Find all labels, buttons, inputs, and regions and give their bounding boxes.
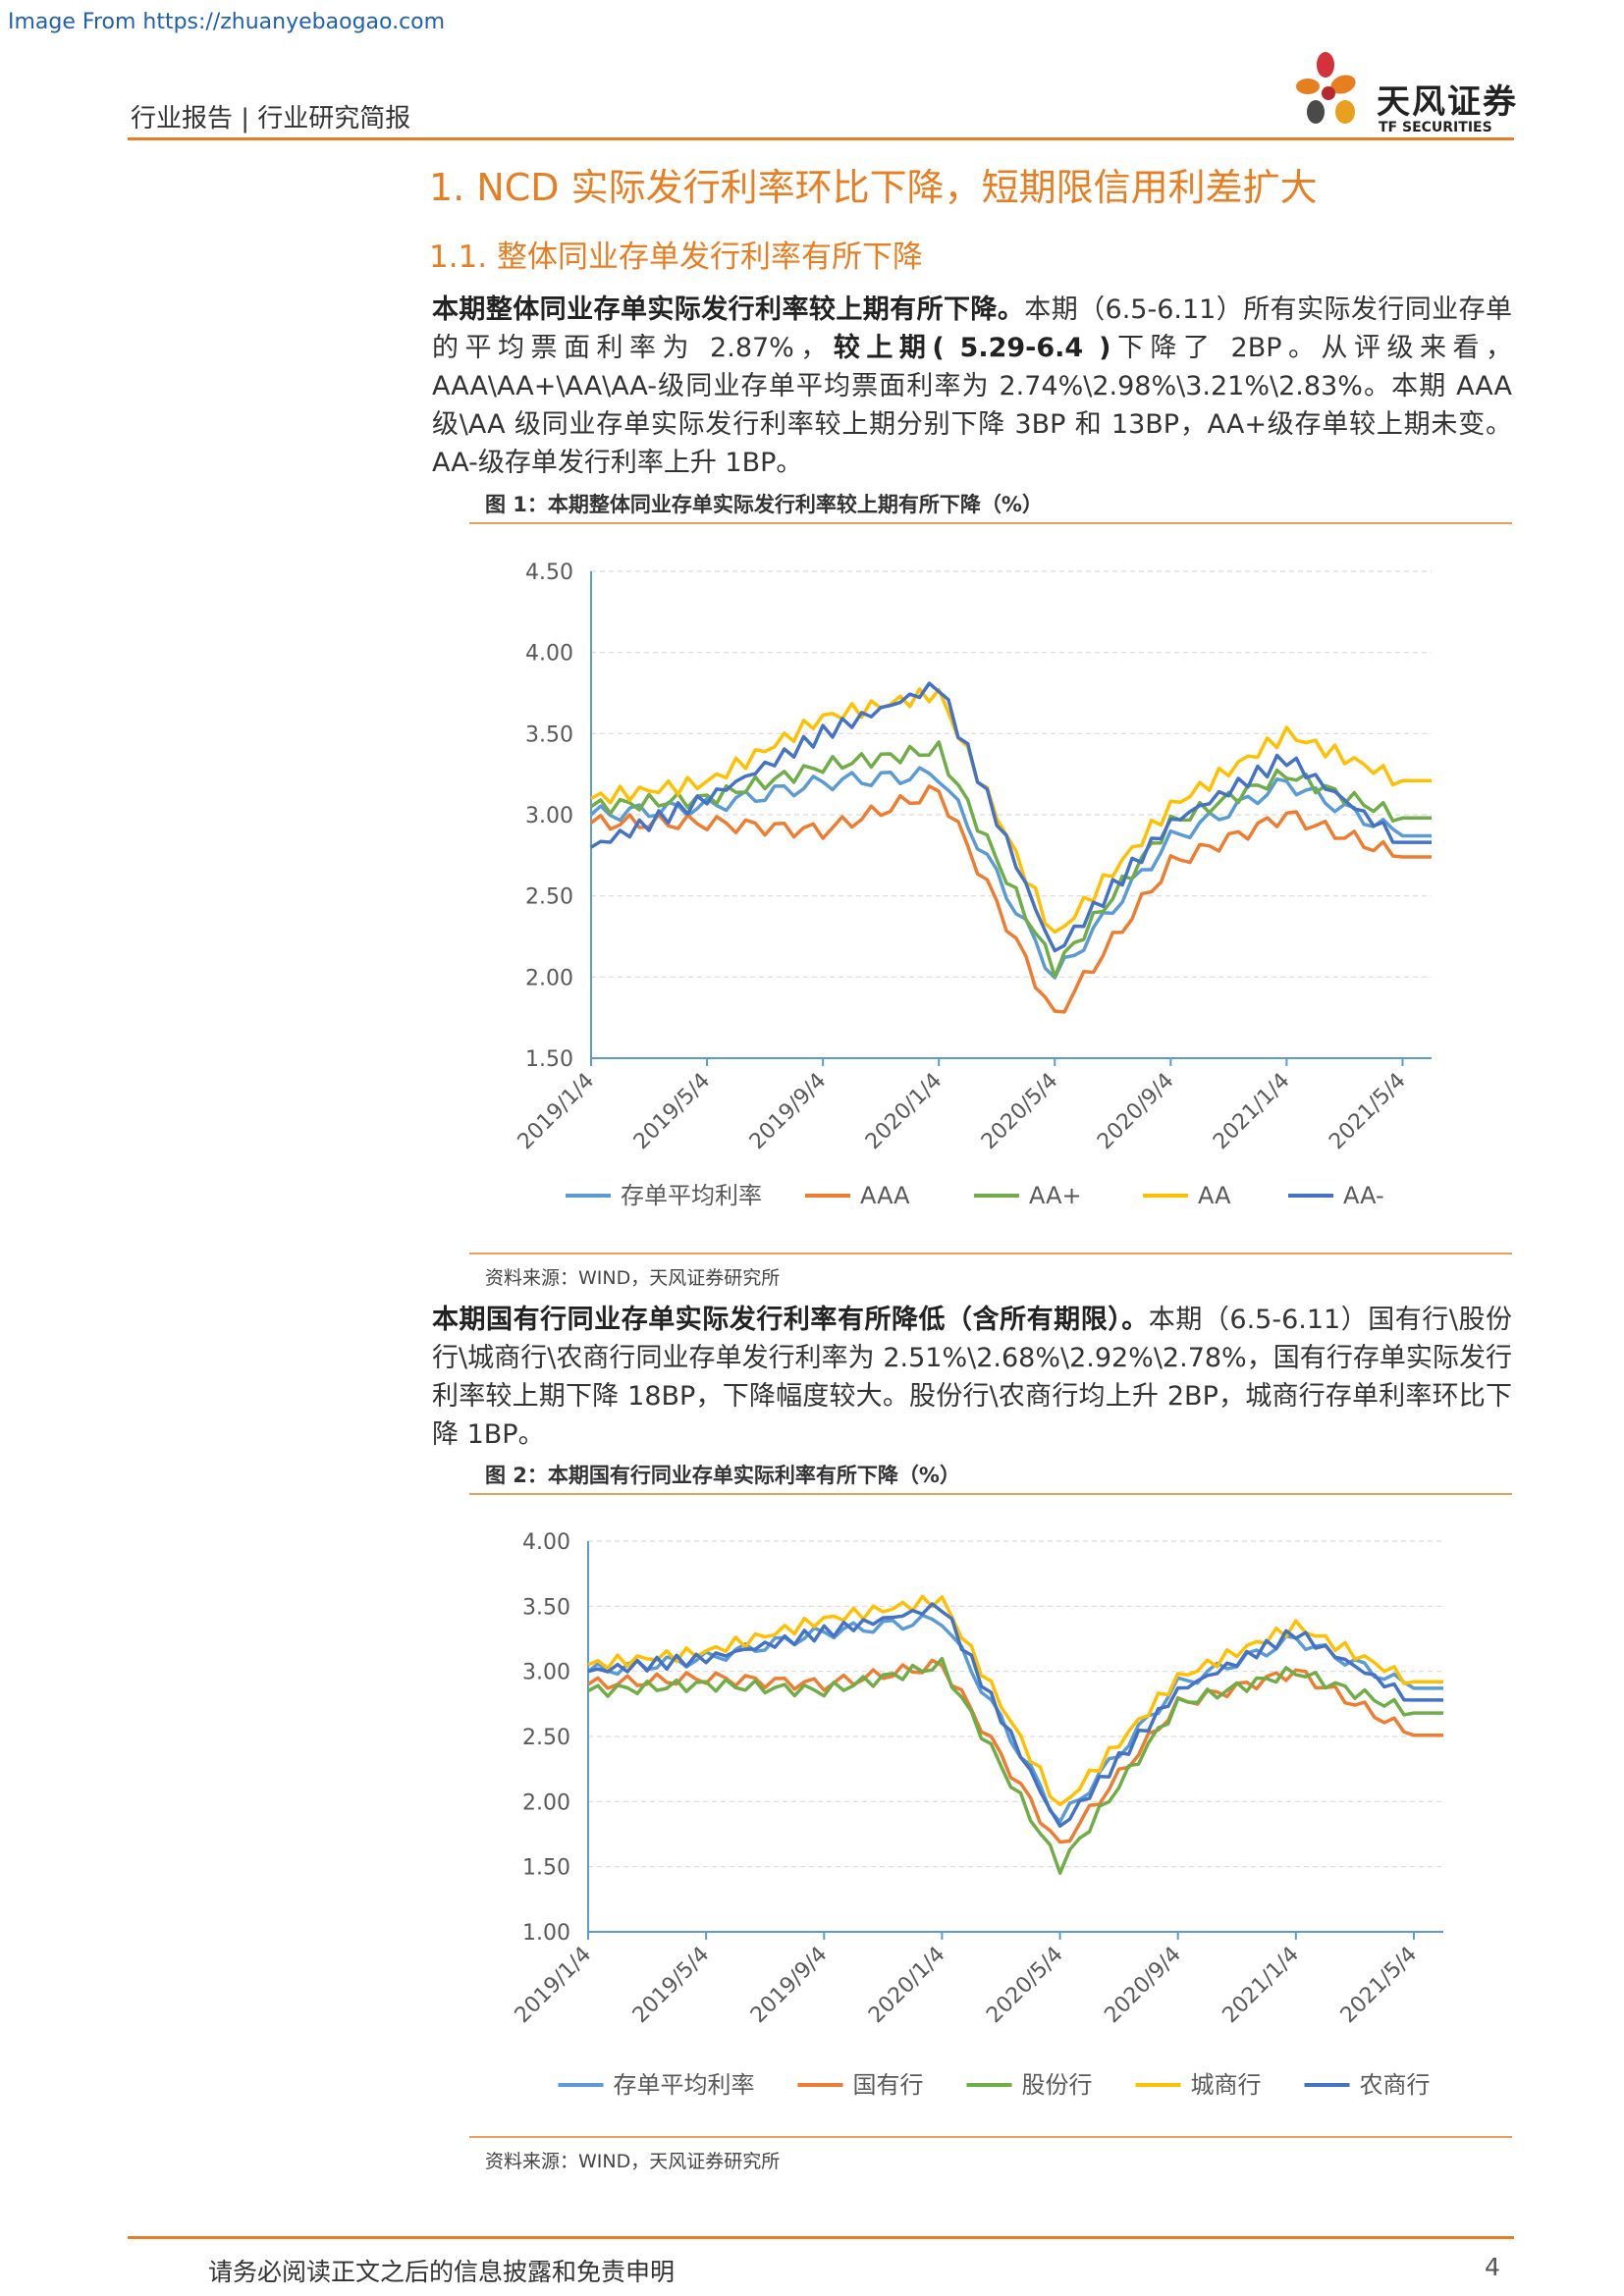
legend-label: AAA [860,1182,910,1209]
y-tick-label: 3.00 [525,804,573,828]
x-tick-label: 2019/5/4 [629,1069,716,1155]
flower-logo-icon [1296,52,1356,124]
footer-disclaimer: 请务必阅读正文之后的信息披露和免责申明 [208,2258,676,2286]
paragraph-1-lead: 本期整体同业存单实际发行利率较上期有所下降。 [432,294,1025,325]
legend-label: 存单平均利率 [614,2071,755,2099]
legend-label: 农商行 [1360,2071,1431,2099]
y-tick-label: 2.00 [522,1790,570,1815]
y-tick-label: 3.00 [522,1661,570,1685]
figure-2-source: 资料来源：WIND，天风证券研究所 [485,2151,781,2172]
figure-1-bottom-rule [469,1253,1512,1255]
y-tick-label: 2.50 [525,885,573,910]
y-tick-label: 1.00 [522,1921,570,1946]
series-line [587,1656,1443,1875]
y-tick-label: 3.50 [522,1595,570,1620]
y-tick-label: 4.00 [525,642,573,667]
figure-1-source: 资料来源：WIND，天风证券研究所 [485,1267,781,1289]
x-tick-label: 2020/5/4 [977,1069,1063,1155]
paragraph-1-text-b: 下降了 2BP。从评级来看，AAA\AA+\AA\AA-级同业存单平均票面利率为… [432,333,1512,478]
y-tick-label: 2.00 [525,966,573,990]
x-tick-label: 2019/9/4 [746,1943,833,2029]
paragraph-2: 本期国有行同业存单实际发行利率有所降低（含所有期限）。本期（6.5-6.11）国… [432,1301,1512,1454]
figure-2-bottom-rule [469,2136,1512,2138]
series-line [587,1602,1443,1828]
series-line [589,766,1432,980]
legend-label: 国有行 [853,2071,924,2099]
series-line [587,1594,1443,1807]
y-tick-label: 4.00 [522,1530,570,1555]
paragraph-1: 本期整体同业存单实际发行利率较上期有所下降。本期（6.5-6.11）所有实际发行… [432,291,1512,482]
series-line [589,784,1432,1014]
subsection-heading: 1.1. 整体同业存单发行利率有所下降 [429,240,924,275]
y-tick-label: 2.50 [522,1726,570,1750]
x-tick-label: 2021/5/4 [1336,1943,1423,2029]
page-number: 4 [1485,2253,1500,2281]
figure-2-top-rule [469,1493,1512,1495]
y-tick-label: 4.50 [525,561,573,585]
legend-label: 存单平均利率 [621,1182,762,1209]
x-tick-label: 2021/5/4 [1325,1069,1411,1155]
series-line [590,687,1432,934]
figure-2-title: 图 2：本期国有行同业存单实际利率有所下降（%） [485,1464,960,1487]
paragraph-2-lead: 本期国有行同业存单实际发行利率有所降低（含所有期限）。 [432,1305,1149,1335]
footer-divider [128,2236,1514,2239]
x-tick-label: 2020/1/4 [864,1943,950,2029]
y-tick-label: 1.50 [522,1856,570,1881]
y-tick-label: 3.50 [525,722,573,747]
figure-1-title: 图 1：本期整体同业存单实际发行利率较上期有所下降（%） [485,493,1043,516]
legend-label: 城商行 [1191,2071,1262,2099]
x-tick-label: 2021/1/4 [1209,1069,1295,1155]
header-divider [128,137,1514,140]
x-tick-label: 2020/9/4 [1100,1943,1186,2029]
x-tick-label: 2020/9/4 [1093,1069,1179,1155]
x-tick-label: 2021/1/4 [1218,1943,1305,2029]
legend-label: AA- [1343,1182,1384,1209]
x-tick-label: 2019/9/4 [745,1069,832,1155]
company-logo: 天风证券 TF SECURITIES [1286,49,1522,137]
x-tick-label: 2019/1/4 [514,1069,600,1155]
x-tick-label: 2019/1/4 [511,1943,597,2029]
logo-name-en: TF SECURITIES [1379,120,1492,135]
logo-name-cn: 天风证券 [1377,82,1518,122]
legend-label: AA+ [1029,1182,1082,1209]
legend-label: AA [1198,1182,1231,1209]
paragraph-1-text-a: 本期（6.5-6.11）所有实际发行同业存单的平均票面利率为 2.87%， [432,294,1512,363]
report-header: 行业报告 | 行业研究简报 [131,104,411,133]
source-watermark: Image From https://zhuanyebaogao.com [8,10,446,34]
paragraph-1-bold-period: 较上期( 5.29-6.4 ) [833,333,1111,363]
legend-label: 股份行 [1022,2071,1093,2099]
x-tick-label: 2020/1/4 [861,1069,947,1155]
figure-1-top-rule [469,522,1512,524]
paragraph-2-text: 本期（6.5-6.11）国有行\股份行\城商行\农商行同业存单发行利率为 2.5… [432,1305,1512,1450]
y-tick-label: 1.50 [525,1047,573,1072]
section-heading: 1. NCD 实际发行利率环比下降，短期限信用利差扩大 [429,166,1318,209]
x-tick-label: 2020/5/4 [982,1943,1068,2029]
series-line [590,681,1432,953]
x-tick-label: 2019/5/4 [628,1943,715,2029]
